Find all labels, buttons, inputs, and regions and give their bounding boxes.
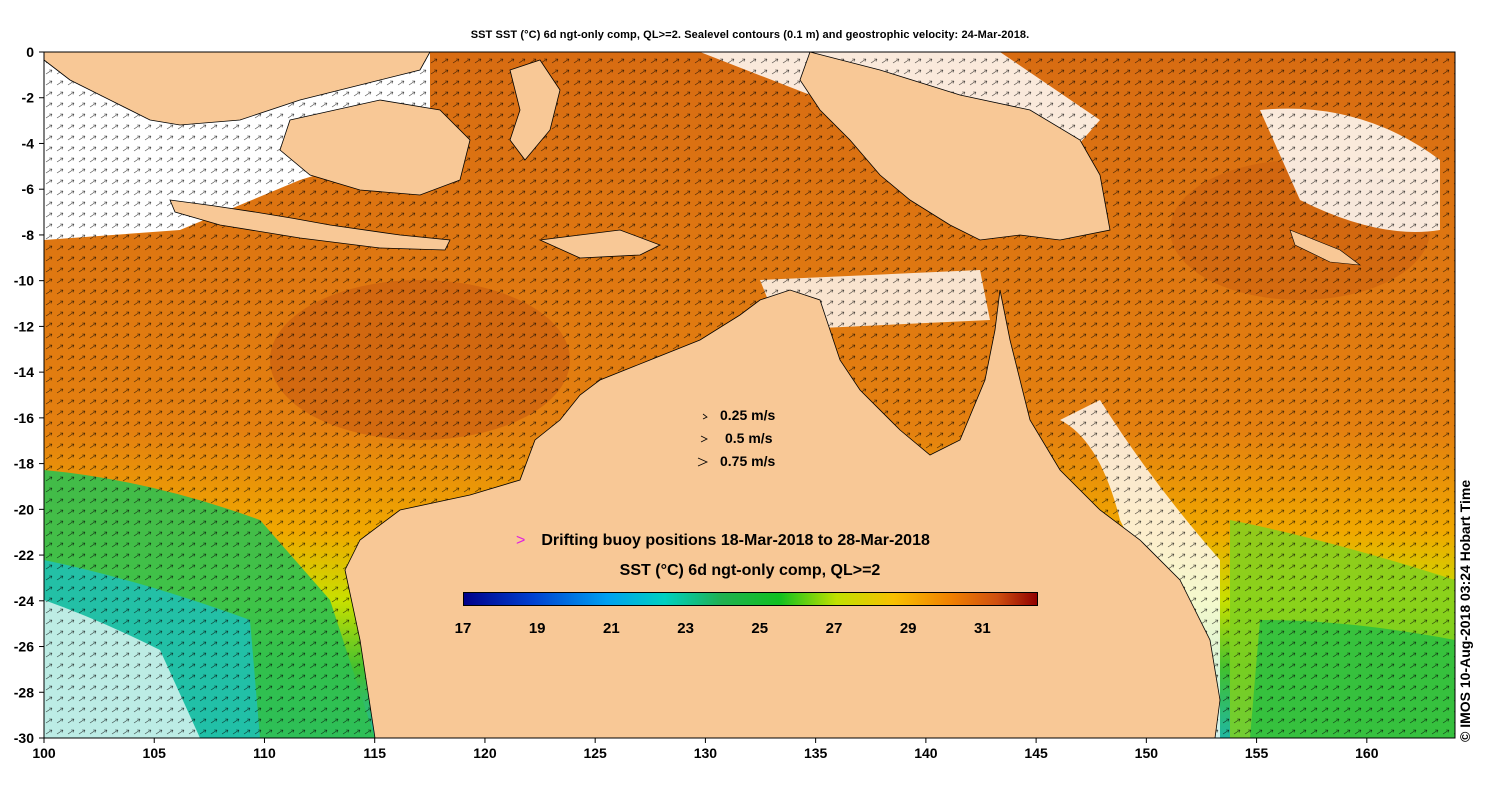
x-axis-ticks: 100 105 110 115 120 125 130 135 140 145 150 155 160 — [32, 738, 1379, 761]
y-tick-label: -2 — [22, 90, 35, 106]
buoy-legend-label: Drifting buoy positions 18-Mar-2018 to 2… — [541, 532, 930, 549]
x-tick-label: 155 — [1245, 745, 1269, 761]
colorbar-tick-label: 17 — [454, 620, 472, 637]
buoy-legend: > Drifting buoy positions 18-Mar-2018 to … — [516, 532, 930, 550]
y-tick-label: 0 — [26, 44, 34, 60]
sst-colorbar — [463, 592, 1038, 606]
x-tick-label: 140 — [914, 745, 938, 761]
y-axis-ticks: 0 -2 -4 -6 -8 -10 -12 -14 -16 -18 -20 -22 -24 -26 -28 -… — [14, 44, 44, 746]
x-tick-label: 125 — [583, 745, 607, 761]
map-area — [43, 51, 1455, 739]
y-tick-label: -20 — [14, 501, 34, 517]
colorbar-tick-label: 31 — [974, 620, 991, 637]
credit-label: © IMOS 10-Aug-2018 03:24 Hobart Time — [1457, 479, 1473, 742]
x-tick-label: 115 — [363, 745, 386, 761]
colorbar-tick-label: 27 — [825, 620, 843, 637]
y-tick-label: -14 — [14, 364, 34, 380]
colorbar-tick-label: 23 — [677, 620, 694, 637]
y-tick-label: -30 — [14, 730, 34, 746]
x-tick-label: 150 — [1135, 745, 1159, 761]
x-tick-label: 160 — [1355, 745, 1379, 761]
sulawesi-landmass — [509, 59, 561, 161]
y-tick-label: -10 — [14, 273, 34, 289]
x-tick-label: 110 — [253, 745, 276, 761]
x-tick-label: 135 — [804, 745, 828, 761]
y-tick-label: -16 — [14, 410, 34, 426]
colorbar-tick-label: 29 — [899, 620, 917, 637]
y-tick-label: -4 — [22, 135, 35, 151]
velocity-legend-label: 0.25 m/s — [720, 407, 776, 423]
x-tick-label: 130 — [694, 745, 718, 761]
y-tick-label: -18 — [14, 456, 34, 472]
indochina-landmass — [43, 51, 431, 126]
y-tick-label: -6 — [22, 181, 35, 197]
y-tick-label: -28 — [14, 684, 34, 700]
velocity-legend-label: 0.75 m/s — [720, 453, 776, 469]
colorbar-tick-label: 25 — [751, 620, 769, 637]
solomon-islands-landmass — [1289, 229, 1362, 266]
x-tick-label: 145 — [1024, 745, 1048, 761]
buoy-symbol-icon: > — [516, 532, 526, 549]
timor-landmass — [538, 229, 661, 259]
map-title: SST SST (°C) 6d ngt-only comp, QL>=2. Se… — [470, 29, 1030, 41]
new-guinea-landmass — [799, 51, 1111, 241]
colorbar-title: SST (°C) 6d ngt-only comp, QL>=2 — [619, 562, 881, 579]
java-landmass — [169, 199, 451, 251]
y-tick-label: -12 — [14, 318, 34, 334]
y-tick-label: -26 — [14, 639, 34, 655]
australia-landmass — [344, 289, 1221, 739]
map-frame — [43, 51, 1456, 739]
x-tick-label: 120 — [473, 745, 497, 761]
x-tick-label: 100 — [32, 745, 56, 761]
velocity-legend-arrows — [697, 413, 708, 467]
velocity-legend-label: 0.5 m/s — [725, 430, 773, 446]
borneo-landmass — [279, 99, 471, 196]
colorbar-tick-label: 21 — [603, 620, 620, 637]
colorbar-tick-label: 19 — [528, 620, 546, 637]
y-tick-label: -22 — [14, 547, 34, 563]
x-tick-label: 105 — [143, 745, 167, 761]
y-tick-label: -24 — [14, 593, 34, 609]
y-tick-label: -8 — [22, 227, 35, 243]
